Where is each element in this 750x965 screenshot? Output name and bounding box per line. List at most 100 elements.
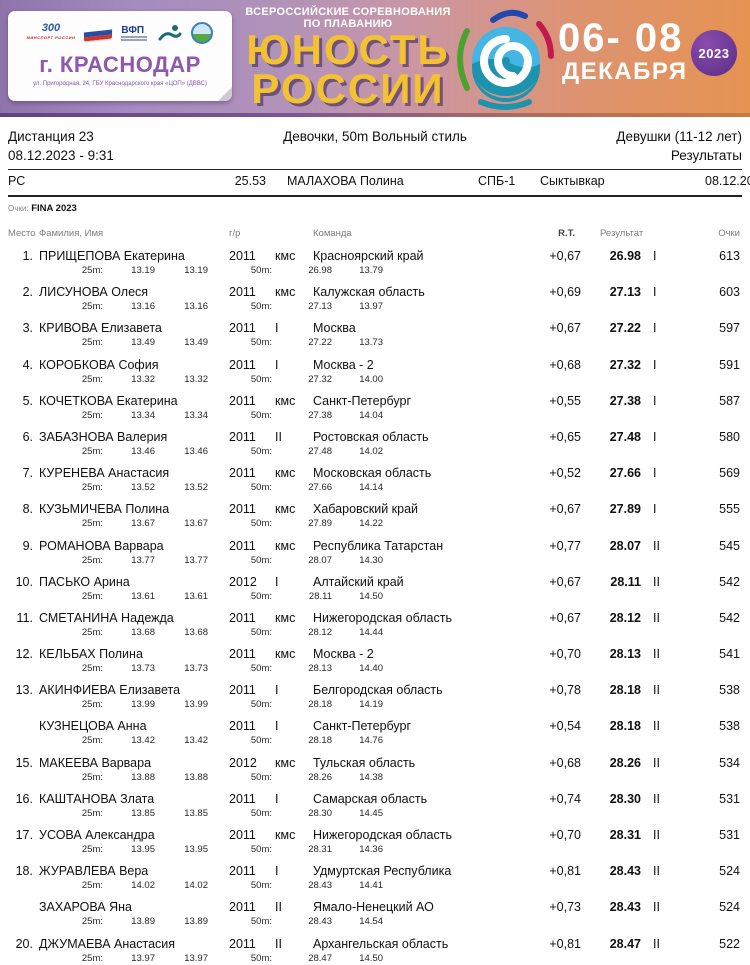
result-row-splits: 25m: 13.32 13.32 50m: 27.32 14.00 [8,373,742,386]
result-row-splits: 25m: 13.73 13.73 50m: 28.13 14.40 [8,662,742,675]
points-note: Очки: FINA 2023 [8,203,742,214]
record-team: СПБ-1 [478,174,516,188]
athlete-sport-rank: кмс [275,393,296,408]
athlete-name: ЛИСУНОВА Олеся [39,285,149,300]
reaction-time: +0,67 [549,574,581,589]
fina-points: 534 [719,755,740,770]
split-50m-label: 50m: [250,482,272,494]
athlete-team: Нижегородская область [313,828,452,842]
athlete-sport-rank: кмс [275,828,296,842]
result-time: 27.48 [609,429,641,444]
split-25m-lap: 13.73 [184,663,208,675]
split-25m-label: 25m: [81,301,103,313]
athlete-birth-year: 2012 [229,755,257,770]
header-place: Место [8,228,36,239]
athlete-sport-rank: кмс [275,466,296,481]
result-grade: I [653,502,657,517]
header-result: Результат [600,228,644,239]
split-25m-time: 14.02 [131,880,155,892]
result-row-splits: 25m: 13.49 13.49 50m: 27.22 13.73 [8,336,742,349]
athlete-place: 3. [22,321,33,336]
split-50m-label: 50m: [250,301,272,313]
result-row: ЗАХАРОВА Яна 2011 II Ямало-Ненецкий АО +… [8,900,742,928]
athlete-birth-year: 2011 [229,647,256,662]
result-time: 26.98 [609,249,641,263]
result-row-main: 4. КОРОБКОВА София 2011 I Москва - 2 +0,… [8,358,742,373]
reaction-time: +0,67 [549,610,581,625]
venue-address: ул. Пригородная, 24, ГБУ Краснодарского … [33,81,207,87]
fina-points: 591 [719,357,740,372]
fina-points: 580 [719,429,740,444]
split-50m-time: 27.66 [308,482,332,494]
athlete-birth-year: 2011 [229,610,256,625]
athlete-team: Алтайский край [313,574,404,589]
fina-points: 587 [719,393,740,408]
fina-points: 524 [719,864,740,879]
result-time: 27.13 [609,285,641,300]
result-time: 27.32 [609,357,641,372]
result-time: 28.47 [609,936,641,951]
split-25m-lap: 14.02 [184,880,208,892]
result-row-splits: 25m: 13.89 13.89 50m: 28.43 14.54 [8,915,742,928]
athlete-birth-year: 2011 [229,466,256,481]
split-50m-time: 27.89 [308,518,332,530]
result-row-splits: 25m: 13.88 13.88 50m: 28.26 14.38 [8,771,742,784]
header-rank-spacer [267,228,305,239]
result-row-splits: 25m: 13.97 13.97 50m: 28.47 14.50 [8,952,742,965]
swirl-logo-icon [457,9,554,110]
athlete-place: 10. [15,574,33,589]
header-points: Очки [718,228,740,239]
athlete-sport-rank: кмс [275,610,296,625]
athlete-name: КАШТАНОВА Злата [39,791,155,806]
athlete-sport-rank: II [275,900,282,915]
athlete-name: КУРЕНЕВА Анастасия [39,466,170,481]
split-50m-label: 50m: [250,952,272,964]
split-50m-time: 27.38 [308,409,332,421]
split-50m-label: 50m: [250,699,272,711]
athlete-sport-rank: I [275,574,279,589]
athlete-place: 1. [22,249,33,263]
split-50m-label: 50m: [250,735,272,747]
result-row: 7. КУРЕНЕВА Анастасия 2011 кмс Московска… [8,466,742,494]
reaction-time: +0,70 [549,647,581,662]
fina-points: 542 [719,574,740,589]
split-25m-time: 13.68 [131,626,155,638]
split-25m-lap: 13.85 [184,807,208,819]
result-row: 9. РОМАНОВА Варвара 2011 кмс Республика … [8,539,742,567]
reaction-time: +0,52 [549,466,581,481]
split-25m-lap: 13.88 [184,771,208,783]
split-50m-time: 28.11 [308,590,332,602]
split-50m-lap: 14.19 [359,699,383,711]
athlete-sport-rank: I [275,357,279,372]
athlete-birth-year: 2011 [229,936,256,951]
athlete-birth-year: 2011 [229,791,256,806]
result-grade: II [653,574,660,589]
result-row-main: 5. КОЧЕТКОВА Екатерина 2011 кмс Санкт-Пе… [8,394,742,409]
athlete-sport-rank: II [275,429,282,444]
fina-points: 531 [719,828,740,842]
result-grade: II [653,719,660,734]
split-50m-label: 50m: [250,409,272,421]
competition-subtitle-line2: ПО ПЛАВАНИЮ [303,18,393,30]
reaction-time: +0,73 [549,900,581,915]
result-row-main: 3. КРИВОВА Елизавета 2011 I Москва +0,67… [8,321,742,336]
split-25m-lap: 13.46 [184,445,208,457]
swimmer-icon [158,25,182,41]
location-card: 300 МИНСПОРТ РОССИИ ВФП г. КРАСНОДАР ул.… [8,11,232,101]
split-50m-time: 27.13 [308,301,332,313]
athlete-name: ЗАХАРОВА Яна [39,900,132,915]
split-25m-label: 25m: [81,771,103,783]
result-grade: II [653,900,660,915]
fina-points: 545 [719,538,740,553]
result-row-splits: 25m: 13.16 13.16 50m: 27.13 13.97 [8,300,742,313]
split-25m-label: 25m: [81,916,103,928]
result-row: 4. КОРОБКОВА София 2011 I Москва - 2 +0,… [8,358,742,386]
reaction-time: +0,67 [549,249,581,263]
results-table-body: 1. ПРИЩЕПОВА Екатерина 2011 кмс Краснояр… [8,249,742,965]
athlete-sport-rank: I [275,791,279,806]
athlete-birth-year: 2011 [229,321,256,336]
reaction-time: +0,65 [549,429,581,444]
reaction-time: +0,68 [549,357,581,372]
vfp-federation-logo: ВФП [121,25,148,41]
split-25m-label: 25m: [81,807,103,819]
